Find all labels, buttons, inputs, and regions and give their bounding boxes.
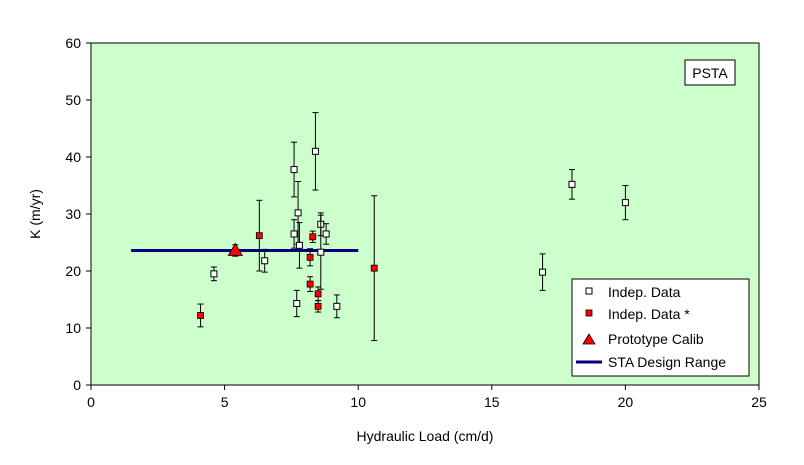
legend-marker-prototype-calib xyxy=(582,333,596,345)
x-axis-title: Hydraulic Load (cm/d) xyxy=(357,428,494,444)
legend: Indep. Data Indep. Data * Prototype Cali… xyxy=(571,278,750,377)
y-tick-label: 0 xyxy=(73,377,81,393)
indep-data-point xyxy=(568,180,576,188)
x-tick-label: 0 xyxy=(87,394,95,410)
legend-marker-indep-data xyxy=(585,287,593,295)
indep-data-point xyxy=(322,230,330,238)
indep-data-star-point xyxy=(306,280,314,288)
legend-label-indep-data-star: Indep. Data * xyxy=(608,306,690,322)
legend-label-indep-data: Indep. Data xyxy=(608,284,681,300)
indep-data-star-point xyxy=(309,233,317,241)
indep-data-point xyxy=(621,199,629,207)
indep-data-point xyxy=(261,257,269,265)
indep-data-point xyxy=(317,248,325,256)
prototype-calib-point xyxy=(227,242,243,256)
indep-data-point xyxy=(210,270,218,278)
x-tick-label: 10 xyxy=(350,394,366,410)
y-tick-label: 20 xyxy=(65,263,81,279)
x-tick-label: 25 xyxy=(751,394,767,410)
y-axis-title: K (m/yr) xyxy=(27,189,43,239)
indep-data-star-point xyxy=(314,302,322,310)
psta-annotation-text: PSTA xyxy=(692,65,728,81)
legend-label-prototype-calib: Prototype Calib xyxy=(608,331,704,347)
psta-annotation-box xyxy=(684,59,736,86)
x-tick-label: 5 xyxy=(221,394,229,410)
indep-data-point xyxy=(294,209,302,217)
y-tick-label: 40 xyxy=(65,149,81,165)
indep-data-star-point xyxy=(197,312,204,319)
indep-data-point xyxy=(333,302,341,310)
indep-data-point xyxy=(293,299,301,307)
x-tick-label: 20 xyxy=(618,394,634,410)
legend-box xyxy=(571,278,750,377)
legend-label-sta-design-range: STA Design Range xyxy=(608,354,726,370)
indep-data-point xyxy=(295,241,303,249)
psta-annotation: PSTA xyxy=(684,59,736,86)
y-tick-label: 50 xyxy=(65,92,81,108)
legend-marker-indep-data-star xyxy=(585,309,593,317)
x-tick-label: 15 xyxy=(484,394,500,410)
indep-data-star-point xyxy=(370,264,378,272)
indep-data-point xyxy=(311,147,319,155)
indep-data-star-point xyxy=(255,232,263,240)
y-tick-label: 60 xyxy=(65,35,81,51)
indep-data-point xyxy=(539,268,547,276)
indep-data-point xyxy=(290,230,298,238)
y-tick-label: 10 xyxy=(65,320,81,336)
indep-data-point xyxy=(290,166,298,174)
indep-data-star-point xyxy=(314,290,322,298)
indep-data-star-point xyxy=(306,253,314,261)
y-tick-label: 30 xyxy=(65,206,81,222)
